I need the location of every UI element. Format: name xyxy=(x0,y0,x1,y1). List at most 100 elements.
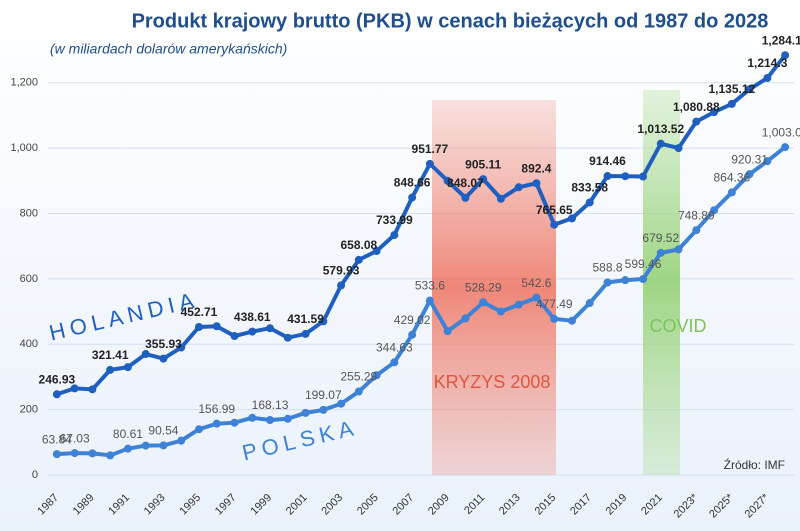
value-label: 321.41 xyxy=(92,348,129,362)
y-tick-label: 200 xyxy=(20,404,38,416)
y-tick-label: 400 xyxy=(20,338,38,350)
value-label: 914.46 xyxy=(589,154,626,168)
point xyxy=(337,399,346,408)
point xyxy=(88,385,97,394)
point xyxy=(301,329,310,338)
value-label: 588.8 xyxy=(592,261,622,275)
value-label: 892.4 xyxy=(521,161,551,175)
point xyxy=(710,108,719,117)
value-label: 63.84 xyxy=(42,432,72,446)
value-label: 80.61 xyxy=(113,427,143,441)
crisis-band xyxy=(432,100,556,475)
point xyxy=(603,278,612,287)
value-label: 765.65 xyxy=(536,203,573,217)
value-label: 431.59 xyxy=(287,312,324,326)
value-label: 67.03 xyxy=(60,431,90,445)
value-label: 429.02 xyxy=(394,313,431,327)
point xyxy=(763,157,772,166)
point xyxy=(585,198,594,207)
point xyxy=(230,418,239,427)
point xyxy=(159,441,168,450)
value-label: 658.08 xyxy=(340,238,377,252)
point xyxy=(390,358,399,367)
value-label: 679.52 xyxy=(642,231,679,245)
point xyxy=(70,449,79,458)
point xyxy=(550,220,559,229)
point xyxy=(692,117,701,126)
value-label: 344.63 xyxy=(376,341,413,355)
point xyxy=(425,296,434,305)
point xyxy=(194,322,203,331)
point xyxy=(461,314,470,323)
y-tick-label: 1,200 xyxy=(10,77,38,89)
point xyxy=(567,214,576,223)
value-label: 905.11 xyxy=(465,157,501,171)
value-label: 1,080.88 xyxy=(673,100,720,114)
source-note: Źródło: IMF xyxy=(724,457,785,472)
y-tick-label: 1,000 xyxy=(10,142,38,154)
value-label: 255.29 xyxy=(340,370,377,384)
point xyxy=(283,414,292,423)
point xyxy=(496,194,505,203)
point xyxy=(425,159,434,168)
point xyxy=(532,293,541,302)
point xyxy=(230,332,239,341)
point xyxy=(301,408,310,417)
point xyxy=(177,436,186,445)
point xyxy=(514,183,523,192)
point xyxy=(674,245,683,254)
point xyxy=(141,350,150,359)
value-label: 920.31 xyxy=(731,152,768,166)
value-label: 168.13 xyxy=(252,398,289,412)
point xyxy=(639,172,648,181)
value-label: 833.58 xyxy=(571,181,608,195)
point xyxy=(674,144,683,153)
value-label: 1,135.12 xyxy=(708,82,755,96)
value-label: 951.77 xyxy=(412,142,449,156)
point xyxy=(727,188,736,197)
point xyxy=(692,226,701,235)
value-label: 90.54 xyxy=(148,424,178,438)
point xyxy=(319,405,328,414)
point xyxy=(621,172,630,181)
point xyxy=(194,425,203,434)
point xyxy=(781,143,790,152)
point xyxy=(408,330,417,339)
point xyxy=(283,333,292,342)
point xyxy=(337,281,346,290)
point xyxy=(532,179,541,188)
point xyxy=(106,451,115,460)
point xyxy=(496,307,505,316)
value-label: 355.93 xyxy=(145,337,182,351)
value-label: 848.07 xyxy=(447,176,484,190)
y-tick-label: 600 xyxy=(20,273,38,285)
value-label: 748.89 xyxy=(678,208,715,222)
point xyxy=(177,343,186,352)
point xyxy=(639,275,648,284)
value-label: 1,284.13 xyxy=(762,33,800,47)
point xyxy=(621,276,630,285)
value-label: 579.93 xyxy=(323,264,360,278)
point xyxy=(745,170,754,179)
value-label: 438.61 xyxy=(234,310,271,324)
point xyxy=(248,327,257,336)
point xyxy=(70,384,79,393)
point xyxy=(266,416,275,425)
point xyxy=(354,255,363,264)
value-label: 1,214.3 xyxy=(747,56,787,70)
point xyxy=(461,193,470,202)
point xyxy=(123,363,132,372)
value-label: 528.29 xyxy=(465,280,502,294)
covid-label: COVID xyxy=(649,316,706,336)
point xyxy=(710,206,719,215)
point xyxy=(479,298,488,307)
point xyxy=(248,413,257,422)
value-label: 246.93 xyxy=(39,372,76,386)
point xyxy=(372,371,381,380)
point xyxy=(585,299,594,308)
point xyxy=(514,300,523,309)
chart-subtitle: (w miliardach dolarów amerykańskich) xyxy=(50,41,287,57)
y-tick-label: 0 xyxy=(32,469,38,481)
point xyxy=(212,419,221,428)
